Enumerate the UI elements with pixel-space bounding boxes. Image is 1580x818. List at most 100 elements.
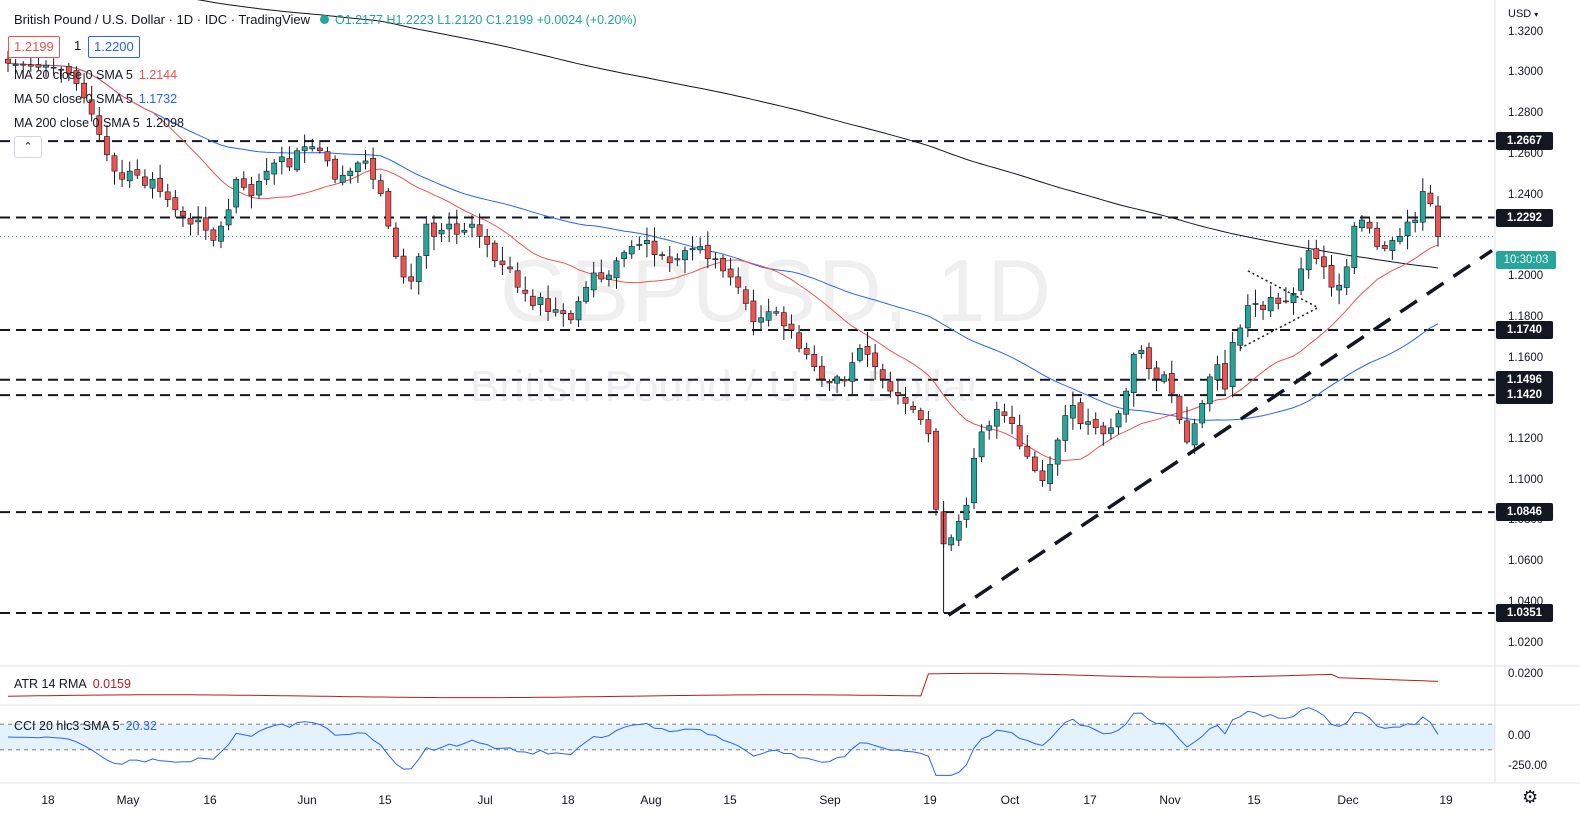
chart-header: British Pound / U.S. Dollar · 1D · IDC ·…: [14, 12, 637, 27]
candle-body: [195, 219, 202, 223]
pennant-upper: [1247, 270, 1319, 309]
ma200-value: 1.2098: [145, 116, 184, 130]
candle-body: [545, 298, 551, 312]
candle-body: [248, 184, 255, 196]
time-tick: 18: [41, 793, 55, 807]
price-tick: 1.3000: [1508, 66, 1544, 79]
low-value: L1.2120: [437, 13, 483, 27]
candle-body: [1328, 265, 1335, 288]
candle-body: [1298, 268, 1304, 291]
candle-body: [157, 178, 164, 192]
price-tick: 1.1200: [1508, 433, 1544, 445]
candle-body: [606, 274, 612, 280]
candle-body: [651, 240, 658, 255]
candle-body: [507, 266, 513, 270]
candle-body: [1024, 446, 1031, 457]
candle-body: [1001, 411, 1008, 416]
order-quantity[interactable]: 1: [74, 38, 82, 53]
level-label: 1.1496: [1496, 370, 1553, 389]
time-tick: Sep: [819, 793, 841, 807]
trend-line-path: [947, 249, 1493, 617]
candle-body: [765, 311, 772, 321]
candle-body: [575, 301, 582, 321]
time-tick: Jun: [297, 793, 317, 807]
countdown-label: 10:30:03: [1496, 251, 1556, 269]
buy-price-button[interactable]: 1.2200: [88, 36, 140, 58]
close-value: C1.2199: [485, 13, 534, 27]
candle-body: [1191, 423, 1198, 446]
candle-body: [1389, 240, 1396, 251]
gear-icon[interactable]: ⚙: [1522, 787, 1539, 807]
candle-body: [1108, 427, 1114, 434]
candle-body: [803, 348, 810, 355]
collapse-icon[interactable]: ⌃: [14, 136, 42, 158]
cci-legend[interactable]: CCI 20 hlc3 SMA 5 20.32: [14, 719, 157, 733]
candle-body: [788, 323, 795, 331]
candle-body: [1115, 413, 1122, 428]
candle-body: [704, 244, 711, 260]
candle-body: [1305, 250, 1312, 271]
candle-body: [590, 272, 597, 291]
ma50-legend[interactable]: MA 50 close 0 SMA 5 1.1732: [14, 92, 177, 106]
candle-body: [446, 223, 453, 230]
candle-body: [613, 260, 620, 279]
candle-body: [1397, 235, 1403, 242]
candle-body: [172, 197, 179, 211]
price-tick: 1.2800: [1508, 107, 1544, 120]
price-tick: 1.1600: [1508, 351, 1544, 364]
candle-body: [598, 272, 605, 280]
candle-body: [347, 170, 354, 177]
ma200-legend[interactable]: MA 200 close 0 SMA 5 1.2098: [14, 116, 184, 130]
chart-frame: [0, 0, 1580, 784]
ma50-label: MA 50 close 0 SMA 5: [14, 92, 133, 106]
ma200-label: MA 200 close 0 SMA 5: [14, 116, 140, 130]
currency-selector[interactable]: USD ▾: [1508, 8, 1538, 20]
candle-body: [621, 252, 628, 259]
candle-body: [20, 63, 27, 66]
cci-band: [0, 724, 1495, 750]
ohlc-values: O1.2177 H1.2223 L1.2120 C1.2199 +0.0024 …: [335, 13, 637, 27]
candle-body: [142, 176, 148, 186]
candle-body: [1100, 425, 1107, 435]
candle-body: [65, 66, 72, 74]
candle-body: [180, 210, 186, 217]
candle-body: [1313, 248, 1320, 260]
candle-body: [423, 223, 430, 256]
level-label: 1.1420: [1496, 386, 1553, 405]
candle-body: [644, 240, 650, 244]
open-value: O1.2177: [334, 13, 383, 27]
candle-body: [1130, 354, 1137, 394]
level-label: 1.2667: [1496, 132, 1553, 151]
ma20-legend[interactable]: MA 20 close 0 SMA 5 1.2144: [14, 68, 177, 82]
candle-body: [354, 162, 361, 172]
change-value: +0.0024 (+0.20%): [536, 13, 637, 27]
candle-body: [400, 255, 407, 278]
candle-body: [12, 63, 19, 66]
sell-price-button[interactable]: 1.2199: [8, 36, 60, 58]
atr-legend[interactable]: ATR 14 RMA 0.0159: [14, 677, 131, 691]
candle-body: [1282, 300, 1289, 303]
symbol-title[interactable]: British Pound / U.S. Dollar · 1D · IDC ·…: [14, 12, 310, 27]
ma200-path: [196, 0, 1439, 269]
candle-body: [818, 365, 825, 380]
candle-body: [301, 146, 308, 151]
candle-body: [1031, 456, 1038, 471]
candle-body: [1427, 192, 1434, 205]
candle-body: [438, 229, 445, 235]
candle-body: [1290, 293, 1297, 303]
time-tick: 17: [1083, 793, 1097, 807]
candle-body: [826, 381, 833, 384]
candle-body: [811, 354, 818, 367]
candle-body: [1016, 425, 1023, 447]
ma20-value: 1.2144: [138, 68, 178, 82]
price-tick: 1.2600: [1508, 147, 1544, 160]
name-watermark: British Pound / U.S. Dollar: [470, 362, 982, 411]
candle-body: [5, 58, 11, 64]
candle-body: [1229, 341, 1236, 388]
price-tick: 1.0200: [1508, 636, 1544, 649]
candle-body: [925, 419, 932, 435]
atr-pane: [7, 672, 1439, 699]
candle-body: [119, 172, 125, 180]
cci-label: CCI 20 hlc3 SMA 5: [14, 719, 120, 733]
